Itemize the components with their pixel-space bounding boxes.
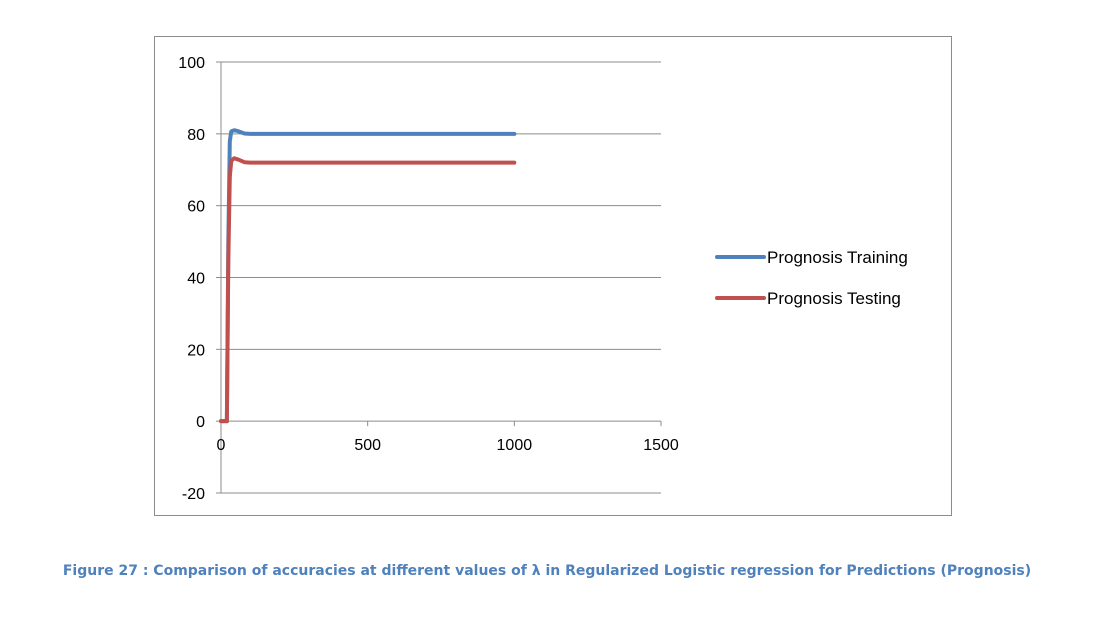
x-tick-label: 1000	[497, 437, 533, 454]
x-tick-label: 500	[354, 437, 381, 454]
series-line-1	[219, 156, 517, 424]
series-lines	[219, 128, 517, 424]
x-tick-label: 1500	[643, 437, 679, 454]
series-line-0	[219, 128, 517, 424]
gridlines	[221, 61, 661, 494]
y-tick-label: 40	[187, 271, 205, 288]
y-tick-label: 0	[196, 414, 205, 431]
y-tick-label: -20	[182, 486, 205, 503]
y-tick-label: 60	[187, 199, 205, 216]
legend-label-0: Prognosis Training	[767, 248, 908, 267]
legend: Prognosis Training Prognosis Testing	[715, 248, 908, 308]
y-tick-label: 100	[178, 55, 205, 72]
legend-label-1: Prognosis Testing	[767, 289, 901, 308]
chart-area: -20 0 20 40 60 80 100 0 500 1000 1500 Prognosis Tr…	[154, 36, 952, 516]
figure-caption: Figure 27 : Comparison of accuracies at …	[62, 563, 1032, 579]
y-tick-label: 80	[187, 127, 205, 144]
y-tick-label: 20	[187, 342, 205, 359]
x-tick-label: 0	[217, 437, 226, 454]
